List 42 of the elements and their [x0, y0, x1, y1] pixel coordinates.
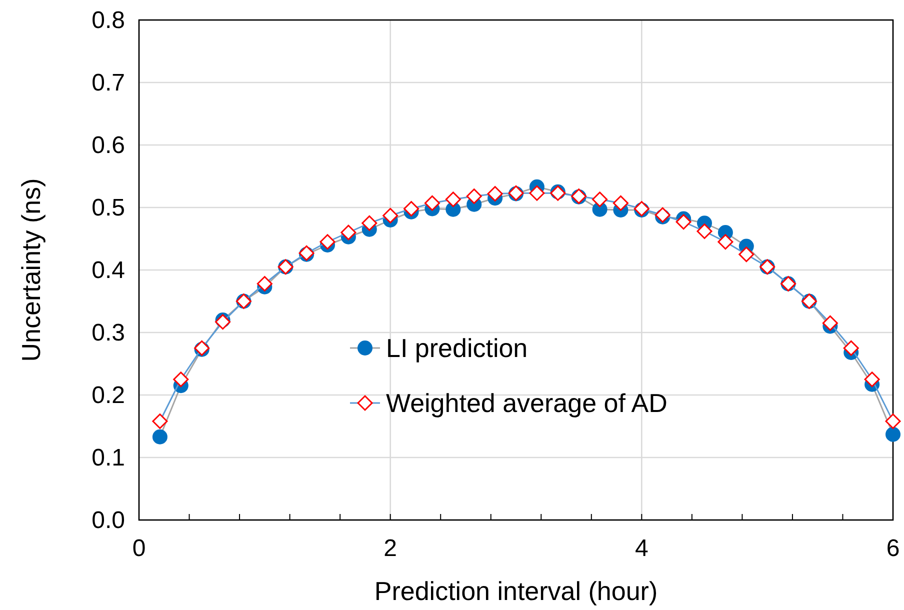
- x-tick-label: 6: [886, 535, 900, 562]
- point: [173, 372, 189, 388]
- y-tick-label: 0.5: [92, 194, 125, 222]
- point: [362, 215, 378, 231]
- point: [612, 195, 628, 211]
- legend-label: Weighted average of AD: [386, 388, 668, 418]
- point: [320, 234, 336, 250]
- point: [718, 234, 734, 250]
- y-tick-label: 0.1: [92, 444, 125, 472]
- x-axis-title: Prediction interval (hour): [374, 576, 658, 606]
- y-tick-label: 0.7: [92, 70, 125, 96]
- point: [487, 186, 503, 202]
- y-tick-label: 0.3: [92, 320, 125, 346]
- point: [843, 340, 859, 356]
- point: [256, 276, 272, 292]
- y-tick-label: 0.8: [92, 7, 125, 34]
- y-axis-title: Uncertainty (ns): [16, 178, 46, 362]
- point: [738, 246, 754, 262]
- y-tick-label: 0.2: [92, 382, 125, 409]
- point: [382, 208, 398, 224]
- x-tick-label: 2: [384, 535, 398, 562]
- legend-label: LI prediction: [386, 333, 528, 363]
- point: [886, 426, 900, 442]
- point: [696, 224, 712, 239]
- point: [822, 315, 838, 331]
- point: [529, 185, 545, 201]
- y-tick-label: 0.4: [92, 257, 125, 284]
- y-tick-label: 0.0: [92, 507, 125, 534]
- point: [885, 414, 901, 429]
- point: [152, 414, 168, 429]
- x-tick-label: 0: [132, 535, 146, 562]
- point: [466, 188, 482, 204]
- point: [152, 429, 168, 444]
- x-tick-label: 4: [634, 535, 648, 562]
- point: [340, 224, 356, 240]
- point: [424, 195, 440, 211]
- point: [676, 214, 692, 230]
- point: [592, 192, 608, 208]
- point: [445, 192, 461, 208]
- y-tick-label: 0.6: [92, 132, 125, 159]
- point: [404, 201, 420, 216]
- point: [864, 372, 880, 388]
